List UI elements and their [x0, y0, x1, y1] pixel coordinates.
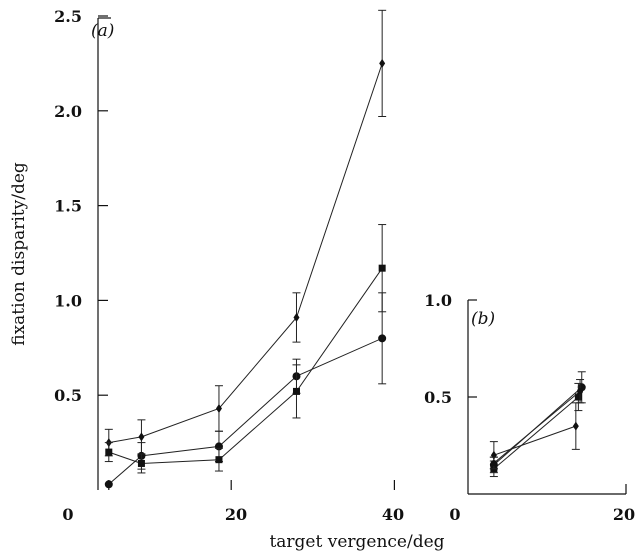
panel-b-series-3-point — [577, 388, 584, 395]
panel-b-series-3-line — [493, 390, 581, 464]
panel-a-x-tick-label-40: 40 — [382, 505, 404, 524]
panel-a-series-0-point — [293, 312, 300, 322]
panel-b-series-3-point — [490, 459, 497, 466]
panel-a-series-1-point — [378, 334, 387, 343]
panel-a-series-2-point — [378, 264, 386, 272]
panel-a-y-tick-label: 1.0 — [54, 291, 82, 310]
panel-a-y-tick-label: 2.0 — [54, 102, 82, 121]
panel-a-series-1-point — [104, 480, 113, 489]
panel-b-series-0-line — [493, 425, 576, 456]
panel-b-series-2-point — [574, 393, 582, 401]
panel-b-x-tick-label-0: 0 — [449, 505, 460, 524]
panel-a-y-tick-label: 2.5 — [54, 7, 82, 26]
panel-a: (a) fixation disparity/deg 0 20 40 0.5 1.… — [9, 7, 404, 524]
panel-b-x-tick-label-20: 20 — [613, 505, 635, 524]
panel-a-series-2-point — [292, 387, 300, 395]
panel-a-y-tick-label: 0.5 — [54, 386, 82, 405]
panel-a-series-2-point — [137, 459, 145, 467]
panel-a-series-0-line — [108, 63, 383, 444]
panel-a-series-2-point — [215, 456, 223, 464]
panel-a-series-2-point — [105, 448, 113, 456]
panel-a-series-0-point — [379, 58, 386, 68]
panel-b: (b) 0 20 0.5 1.0 — [424, 291, 635, 524]
panel-a-y-axis-title: fixation disparity/deg — [9, 162, 29, 346]
panel-b-series-0-point — [572, 421, 579, 431]
panel-b-y-tick-label: 0.5 — [424, 388, 452, 407]
x-axis-title: target vergence/deg — [269, 532, 444, 552]
panel-b-label: (b) — [471, 309, 495, 329]
panel-a-ticks: 0.5 1.0 1.5 2.0 2.5 — [54, 7, 395, 490]
panel-b-ticks: 0.5 1.0 — [424, 291, 477, 407]
panel-a-marks — [104, 9, 387, 489]
panel-b-y-tick-label: 1.0 — [424, 291, 452, 310]
panel-a-series-1-line — [108, 337, 383, 485]
panel-b-marks — [489, 371, 586, 478]
panel-b-series-2-line — [493, 396, 579, 470]
panel-a-series-0-point — [215, 403, 222, 413]
panel-a-label: (a) — [91, 21, 114, 41]
panel-a-y-tick-label: 1.5 — [54, 197, 82, 216]
panel-a-x-tick-label-0: 0 — [62, 505, 73, 524]
panel-a-series-0-point — [138, 432, 145, 442]
panel-a-x-tick-label-20: 20 — [225, 505, 247, 524]
